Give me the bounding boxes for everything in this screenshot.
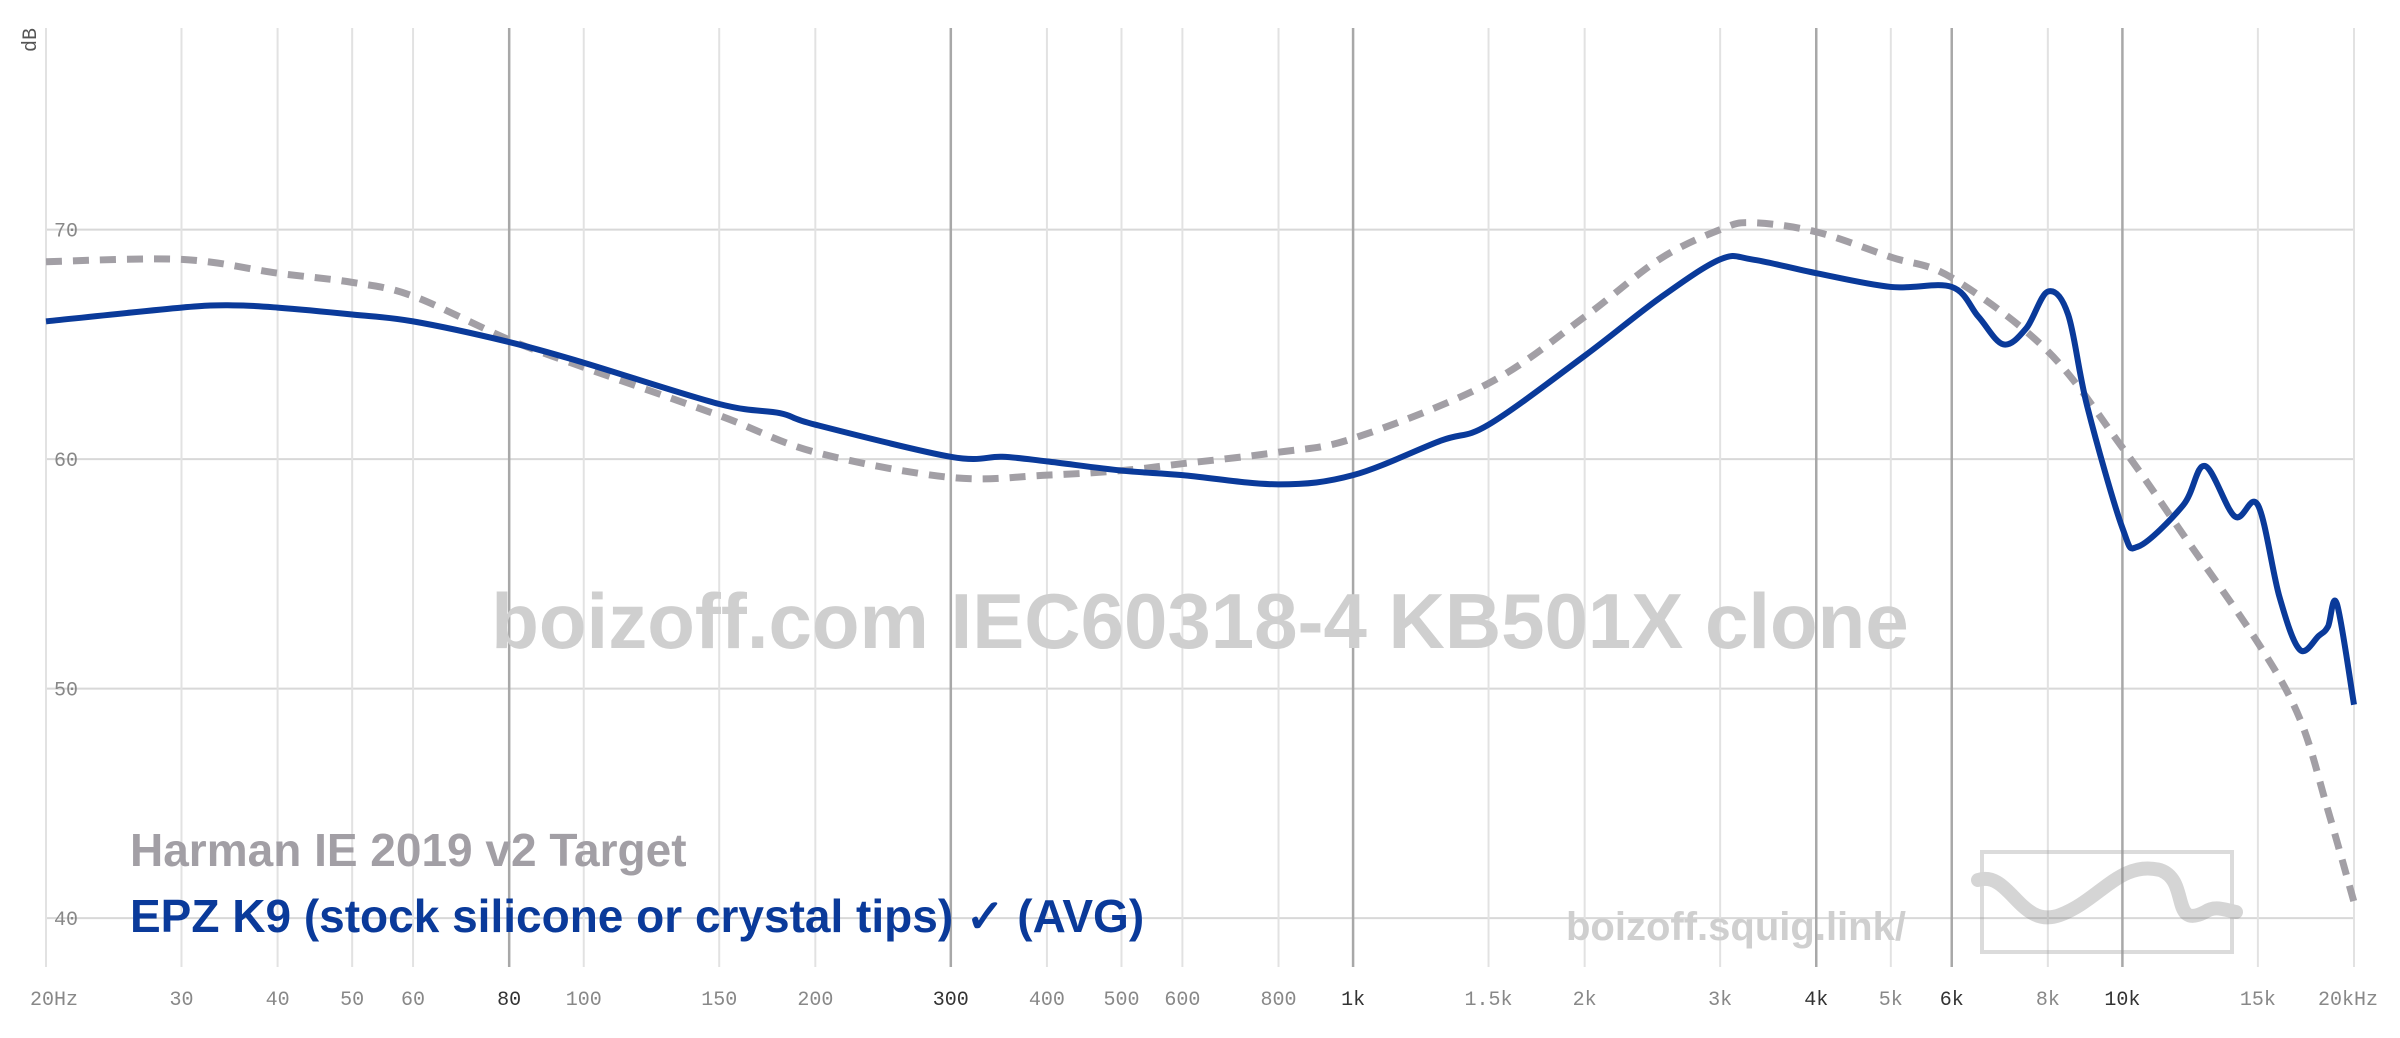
legend-entry: EPZ K9 (stock silicone or crystal tips) … xyxy=(130,890,1144,942)
x-tick-label: 60 xyxy=(401,989,425,1012)
x-tick-label: 100 xyxy=(566,989,602,1012)
x-tick-label: 1.5k xyxy=(1465,989,1513,1012)
y-tick-label: 60 xyxy=(54,450,78,473)
x-tick-label: 200 xyxy=(797,989,833,1012)
x-tick-label: 40 xyxy=(266,989,290,1012)
watermark-url: boizoff.squig.link/ xyxy=(1566,905,1906,949)
y-axis-label: dB xyxy=(20,28,43,52)
x-tick-label: 2k xyxy=(1573,989,1597,1012)
x-tick-label: 15k xyxy=(2240,989,2276,1012)
x-tick-label: 20Hz xyxy=(30,989,78,1012)
x-tick-label: 30 xyxy=(169,989,193,1012)
logo-box xyxy=(1980,850,2234,954)
legend-entry: Harman IE 2019 v2 Target xyxy=(130,824,687,876)
x-tick-label: 4k xyxy=(1804,989,1828,1012)
x-tick-label: 300 xyxy=(933,989,969,1012)
series-line xyxy=(45,252,2357,706)
y-tick-label: 70 xyxy=(54,221,78,244)
x-tick-label: 150 xyxy=(701,989,737,1012)
x-tick-label: 800 xyxy=(1261,989,1297,1012)
y-tick-label: 50 xyxy=(54,680,78,703)
x-tick-label: 50 xyxy=(340,989,364,1012)
legend: Harman IE 2019 v2 Target EPZ K9 (stock si… xyxy=(130,824,1144,942)
logo-squiggle xyxy=(1971,861,2243,925)
plot xyxy=(45,219,2358,904)
x-tick-label: 10k xyxy=(2104,989,2140,1012)
x-tick-label: 6k xyxy=(1940,989,1964,1012)
x-tick-label: 80 xyxy=(497,989,521,1012)
x-tick-label: 600 xyxy=(1164,989,1200,1012)
x-tick-label: 20kHz xyxy=(2318,989,2378,1012)
y-tick-label: 40 xyxy=(54,909,78,932)
x-tick-label: 1k xyxy=(1341,989,1365,1012)
x-tick-label: 400 xyxy=(1029,989,1065,1012)
x-tick-label: 3k xyxy=(1708,989,1732,1012)
x-tick-label: 5k xyxy=(1879,989,1903,1012)
grid: 40 50 60 70 20Hz 30 40 50 60 80 100 150 200 300 400 500… xyxy=(30,28,2378,1012)
series-line xyxy=(45,219,2358,904)
x-tick-label: 8k xyxy=(2036,989,2060,1012)
watermark-title: boizoff.com IEC60318-4 KB501X clone xyxy=(491,577,1908,665)
logo xyxy=(1971,850,2243,954)
x-tick-label: 500 xyxy=(1103,989,1139,1012)
